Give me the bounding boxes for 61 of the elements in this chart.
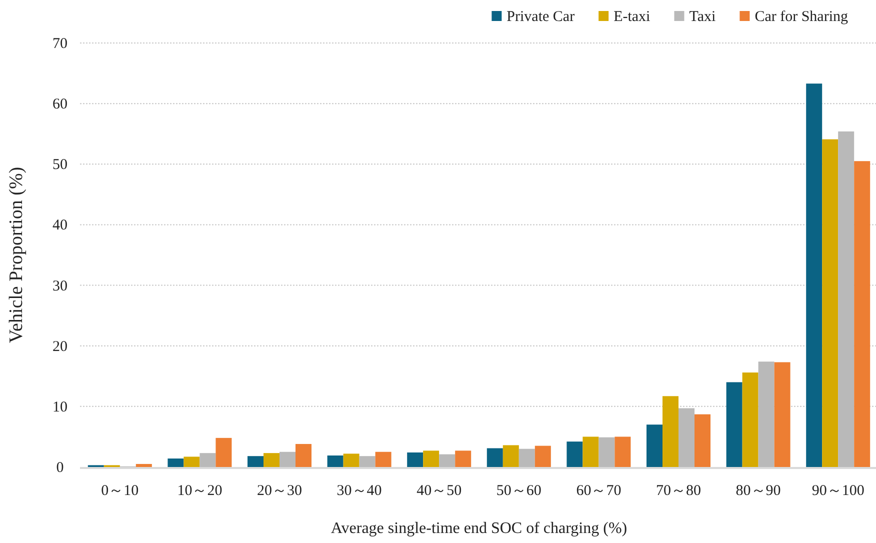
bar [726,382,742,467]
bar [742,372,758,467]
legend-label: E-taxi [614,9,650,25]
bar [678,408,694,467]
y-tick-label: 70 [52,36,68,52]
y-axis-title: Vehicle Proportion (%) [6,166,27,344]
bar [694,414,710,467]
bar [758,362,774,467]
x-tick-label: 60～70 [576,483,622,499]
x-tick-label: 50～60 [496,483,542,499]
bar [646,424,662,467]
bar [614,436,631,467]
bar [806,84,822,467]
legend-label: Private Car [506,9,575,25]
x-tick-label: 0～10 [101,483,139,499]
bar [375,452,392,467]
x-tick-label: 30～40 [336,483,382,499]
x-tick-label: 90～100 [812,483,864,499]
bar [822,139,838,467]
x-tick-label: 40～50 [416,483,462,499]
bar [136,464,152,467]
y-tick-label: 30 [52,278,68,294]
bar [455,450,472,467]
bar [854,161,870,467]
bar [502,445,519,467]
legend-label: Car for Sharing [754,9,848,25]
bar [248,456,264,467]
bar [566,442,583,467]
bar [359,456,376,467]
y-tick-label: 60 [52,96,68,113]
bar [423,450,440,467]
bar [343,454,360,467]
bar [486,448,503,467]
bar [216,438,232,467]
y-tick-label: 10 [52,399,68,416]
y-tick-label: 40 [52,218,68,234]
y-tick-label: 50 [52,157,68,174]
y-tick-label: 0 [56,460,64,476]
x-tick-label: 10～20 [177,483,222,499]
bar [582,436,599,467]
bar [439,454,456,467]
bar [264,453,280,467]
bar [296,444,312,467]
x-tick-label: 20～30 [257,483,302,499]
bar [200,453,216,467]
x-tick-label: 70～80 [656,483,701,499]
bar [838,131,854,467]
legend-label: Taxi [689,9,716,25]
bar [774,362,790,467]
bar [184,456,200,467]
x-axis-title: Average single-time end SOC of charging (%) [330,520,628,537]
bar [518,448,535,467]
bar [327,455,344,467]
y-tick-label: 20 [52,338,68,355]
bar [662,396,678,467]
bar [280,452,296,467]
bar [598,437,615,467]
bar [407,452,424,467]
bar [168,458,184,467]
bar [534,446,551,467]
x-tick-label: 80～90 [736,483,781,499]
